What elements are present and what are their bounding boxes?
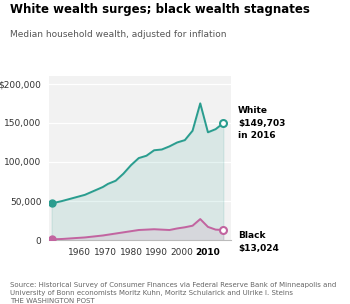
Text: Median household wealth, adjusted for inflation: Median household wealth, adjusted for in…: [10, 30, 227, 40]
Text: Source: Historical Survey of Consumer Finances via Federal Reserve Bank of Minne: Source: Historical Survey of Consumer Fi…: [10, 282, 337, 304]
Text: White
$149,703
in 2016: White $149,703 in 2016: [238, 106, 285, 140]
Text: Black
$13,024: Black $13,024: [238, 231, 279, 253]
Text: White wealth surges; black wealth stagnates: White wealth surges; black wealth stagna…: [10, 3, 310, 16]
